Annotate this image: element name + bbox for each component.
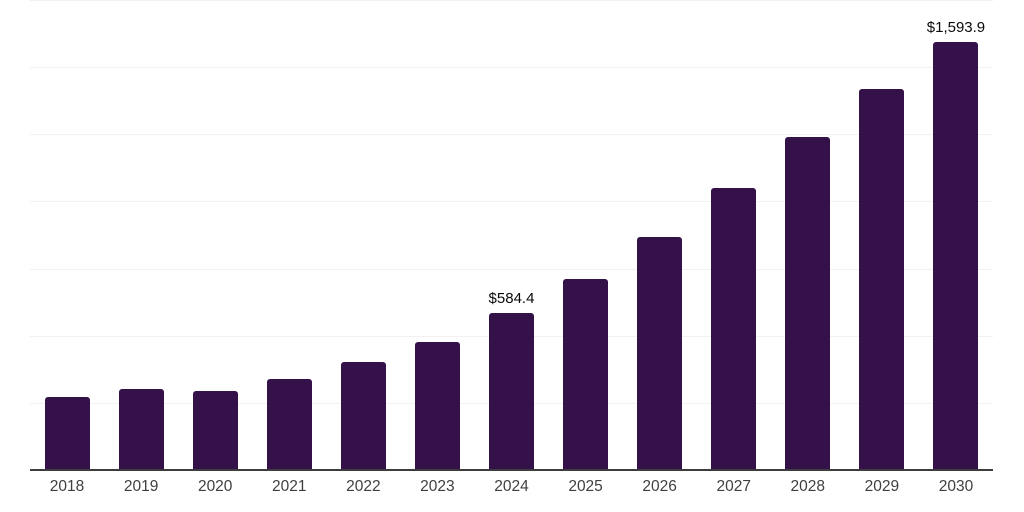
x-tick-label-2022: 2022 bbox=[346, 478, 381, 495]
x-axis-line bbox=[30, 469, 993, 471]
x-tick-label-2028: 2028 bbox=[790, 478, 826, 495]
gridline-750 bbox=[30, 268, 993, 270]
x-tick-label-2025: 2025 bbox=[568, 478, 603, 495]
plot-area: $584.4 $1,593.9 bbox=[30, 0, 993, 471]
bar-2020 bbox=[192, 391, 238, 470]
x-tick-label-2024: 2024 bbox=[494, 478, 529, 495]
bar-2021 bbox=[266, 378, 312, 470]
x-tick-label-2030: 2030 bbox=[938, 478, 974, 495]
bar-2026 bbox=[637, 236, 683, 470]
x-tick-label-2018: 2018 bbox=[49, 478, 85, 495]
bar-2023 bbox=[414, 341, 460, 470]
bar-2019 bbox=[118, 388, 164, 470]
x-tick-label-2020: 2020 bbox=[197, 478, 233, 495]
x-tick-label-2029: 2029 bbox=[864, 478, 900, 495]
x-tick-label-2019: 2019 bbox=[123, 478, 159, 495]
x-axis: 2018 2019 2020 2021 2022 2023 2024 2025 2026 2027… bbox=[30, 478, 993, 504]
gridline-1500 bbox=[30, 67, 993, 69]
bar-2024 bbox=[489, 313, 534, 470]
bar-2030 bbox=[933, 41, 979, 470]
gridline-1750 bbox=[30, 0, 993, 1]
x-tick-label-2021: 2021 bbox=[272, 478, 307, 495]
bar-2022 bbox=[340, 362, 386, 470]
gridline-1000 bbox=[30, 201, 993, 203]
bar-2018 bbox=[44, 396, 90, 470]
bar-2025 bbox=[563, 279, 609, 470]
gridline-1250 bbox=[30, 134, 993, 136]
bar-2029 bbox=[859, 89, 905, 470]
x-tick-label-2027: 2027 bbox=[716, 478, 751, 495]
data-label-2030: $1,593.9 bbox=[926, 18, 986, 36]
x-tick-label-2023: 2023 bbox=[420, 478, 455, 495]
bar-2027 bbox=[711, 187, 757, 470]
bar-2028 bbox=[785, 136, 831, 470]
x-tick-label-2026: 2026 bbox=[642, 478, 677, 495]
data-label-2024: $584.4 bbox=[488, 290, 535, 308]
